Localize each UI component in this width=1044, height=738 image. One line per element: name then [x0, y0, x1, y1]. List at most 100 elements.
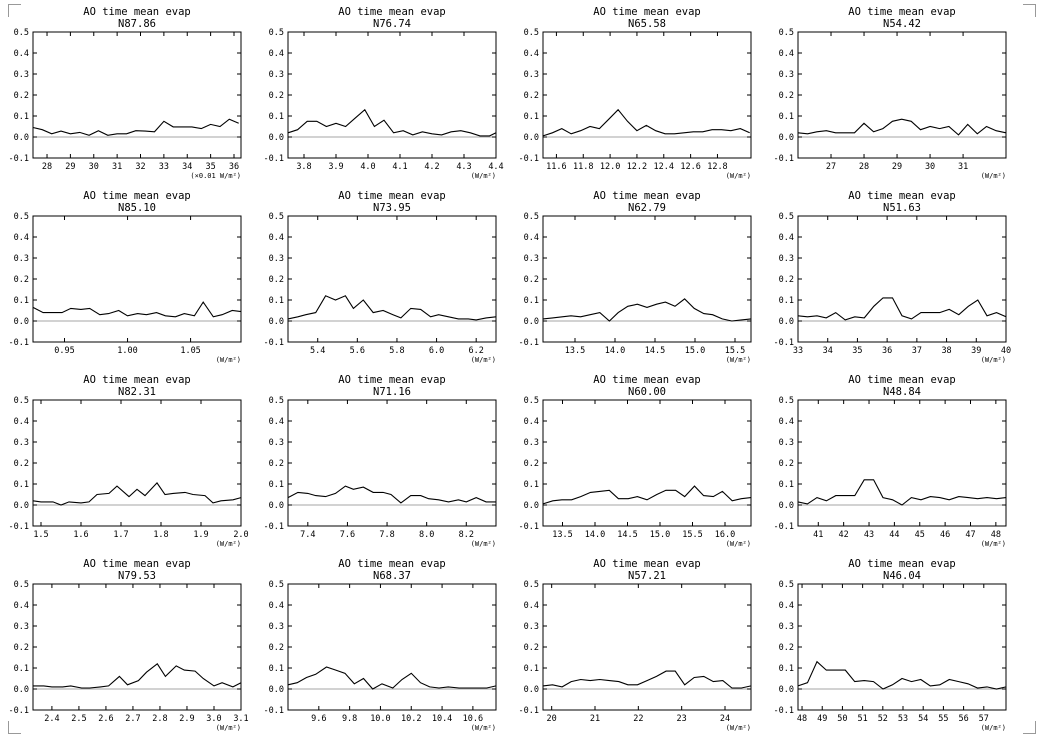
x-tick-label: 31	[958, 162, 968, 172]
x-tick-label: 12.2	[627, 162, 647, 172]
y-tick-label: 0.4	[14, 601, 29, 611]
x-tick-label: 15.5	[682, 530, 702, 540]
y-tick-label: 0.0	[524, 317, 539, 327]
x-tick-label: 4.1	[392, 162, 407, 172]
y-tick-label: 0.5	[269, 28, 284, 38]
y-tick-label: 0.1	[779, 296, 794, 306]
y-tick-label: 0.1	[779, 480, 794, 490]
x-tick-label: 38	[941, 346, 951, 356]
plot-frame	[797, 31, 1007, 159]
plot-frame	[287, 31, 497, 159]
x-tick-label: 2.9	[179, 714, 194, 724]
y-tick-label: -0.1	[9, 154, 29, 164]
y-tick-label: 0.2	[14, 643, 29, 653]
chart-subtitle: N62.79	[628, 202, 666, 214]
x-tick-label: 16.0	[715, 530, 735, 540]
y-tick-label: 0.2	[524, 91, 539, 101]
y-tick-label: 0.3	[779, 70, 794, 80]
x-tick-label: 23	[677, 714, 687, 724]
x-tick-label: 35	[205, 162, 215, 172]
x-tick-label: 3.8	[296, 162, 311, 172]
y-tick-label: -0.1	[519, 706, 539, 716]
series-line	[542, 485, 752, 505]
x-tick-label: 12.0	[600, 162, 620, 172]
x-tick-label: 2.6	[98, 714, 113, 724]
x-tick-label: 30	[89, 162, 99, 172]
x-tick-label: 27	[826, 162, 836, 172]
unit-label: (W/m²)	[726, 724, 751, 732]
y-tick-label: 0.5	[14, 28, 29, 38]
y-tick-label: -0.1	[519, 338, 539, 348]
y-tick-label: -0.1	[9, 338, 29, 348]
chart-title: AO time mean evap	[338, 6, 445, 18]
x-tick-label: 1.9	[193, 530, 208, 540]
unit-label: (W/m²)	[726, 356, 751, 364]
chart-subtitle: N57.21	[628, 570, 666, 582]
x-tick-label: 28	[42, 162, 52, 172]
y-tick-label: 0.4	[524, 49, 539, 59]
x-tick-label: 45	[915, 530, 925, 540]
y-tick-label: 0.3	[524, 254, 539, 264]
y-tick-label: 0.5	[14, 580, 29, 590]
y-tick-label: 0.1	[779, 112, 794, 122]
x-tick-label: 52	[878, 714, 888, 724]
plot-frame	[542, 583, 752, 711]
x-tick-label: 56	[958, 714, 968, 724]
x-tick-label: 2.7	[125, 714, 140, 724]
x-tick-label: 1.8	[153, 530, 168, 540]
plot-frame	[32, 399, 242, 527]
y-tick-label: 0.0	[269, 133, 284, 143]
chart-title: AO time mean evap	[338, 374, 445, 386]
y-tick-label: 0.2	[269, 643, 284, 653]
crop-mark-top-right	[1023, 4, 1036, 17]
y-tick-label: 0.4	[14, 417, 29, 427]
x-tick-label: 46	[940, 530, 950, 540]
y-tick-label: 0.4	[269, 49, 284, 59]
plot-frame	[32, 31, 242, 159]
unit-label: (W/m²)	[471, 172, 496, 180]
plot-frame	[287, 399, 497, 527]
y-tick-label: 0.1	[269, 112, 284, 122]
x-tick-label: 44	[889, 530, 899, 540]
y-tick-label: 0.0	[779, 317, 794, 327]
x-tick-label: 29	[892, 162, 902, 172]
y-tick-label: 0.4	[779, 417, 794, 427]
chart-subtitle: N87.86	[118, 18, 156, 30]
plot-frame	[797, 399, 1007, 527]
y-tick-label: 0.3	[269, 254, 284, 264]
x-tick-label: 15.5	[725, 346, 745, 356]
chart-title: AO time mean evap	[338, 558, 445, 570]
x-tick-label: 12.4	[654, 162, 674, 172]
chart-title: AO time mean evap	[593, 374, 700, 386]
x-tick-label: 50	[837, 714, 847, 724]
y-tick-label: 0.1	[269, 480, 284, 490]
y-tick-label: 0.2	[269, 275, 284, 285]
y-tick-label: 0.1	[524, 480, 539, 490]
y-tick-label: 0.2	[14, 91, 29, 101]
y-tick-label: 0.3	[779, 254, 794, 264]
x-tick-label: 10.6	[463, 714, 483, 724]
x-tick-label: 9.8	[342, 714, 357, 724]
unit-label: (W/m²)	[726, 540, 751, 548]
crop-mark-bottom-left	[8, 721, 21, 734]
y-tick-label: -0.1	[264, 338, 284, 348]
chart-title: AO time mean evap	[593, 558, 700, 570]
x-tick-label: 3.1	[233, 714, 248, 724]
x-tick-label: 35	[852, 346, 862, 356]
x-tick-label: 22	[633, 714, 643, 724]
y-tick-label: 0.1	[524, 296, 539, 306]
unit-label: (W/m²)	[726, 172, 751, 180]
y-tick-label: 0.0	[779, 501, 794, 511]
series-line	[287, 108, 497, 137]
y-tick-label: -0.1	[774, 338, 794, 348]
x-tick-label: 39	[971, 346, 981, 356]
series-line	[797, 660, 1007, 690]
x-tick-label: 14.5	[617, 530, 637, 540]
plot-frame	[287, 583, 497, 711]
